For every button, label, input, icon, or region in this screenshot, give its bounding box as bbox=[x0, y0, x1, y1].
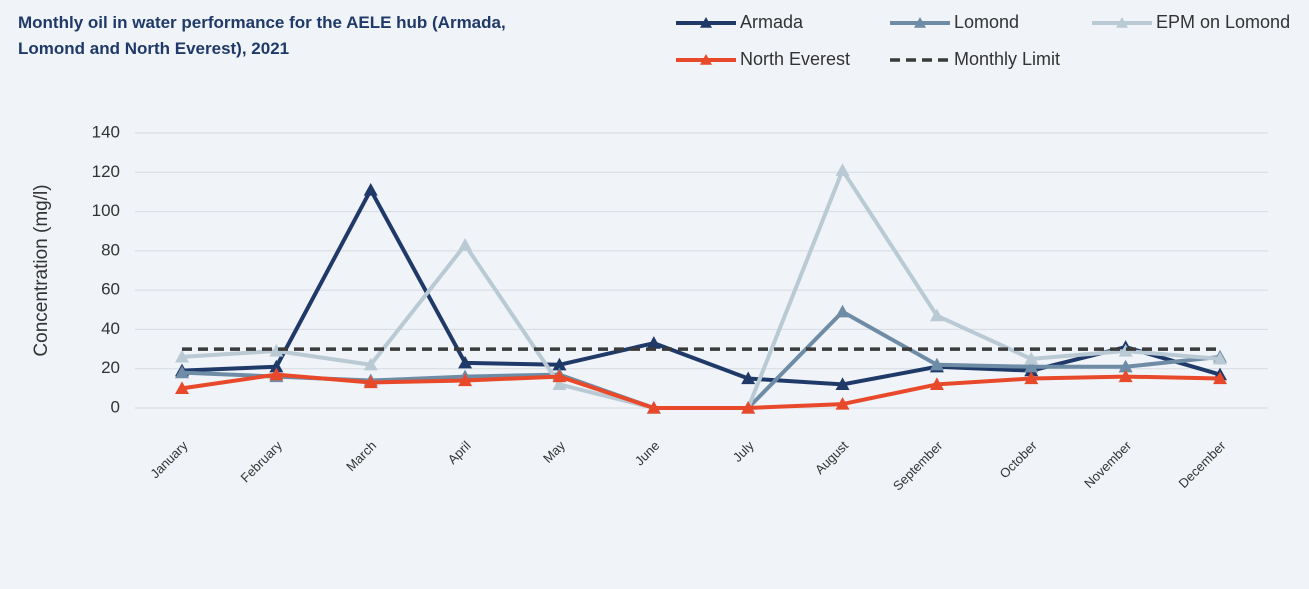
series-marker bbox=[646, 336, 661, 349]
series-marker bbox=[363, 375, 378, 389]
series-marker bbox=[1024, 351, 1039, 365]
y-tick-label: 140 bbox=[92, 122, 120, 141]
series-marker bbox=[175, 349, 189, 363]
y-tick-label: 40 bbox=[101, 319, 120, 338]
series-marker bbox=[1213, 371, 1227, 385]
series-line bbox=[181, 168, 1221, 410]
series-marker bbox=[458, 237, 473, 251]
y-tick-label: 80 bbox=[101, 240, 120, 259]
legend-marker bbox=[700, 54, 712, 65]
y-tick-label: 100 bbox=[92, 201, 120, 220]
series-marker bbox=[552, 369, 567, 383]
series-marker bbox=[458, 355, 473, 369]
series-marker bbox=[1118, 344, 1133, 357]
series-marker bbox=[929, 357, 944, 371]
y-tick-label: 0 bbox=[111, 397, 120, 416]
legend-label: Armada bbox=[740, 12, 804, 32]
series-marker bbox=[363, 357, 378, 371]
x-tick-label: March bbox=[343, 438, 379, 474]
series-marker bbox=[741, 371, 756, 385]
series-marker bbox=[929, 308, 944, 322]
series-marker bbox=[269, 344, 284, 357]
series-marker bbox=[269, 359, 284, 373]
x-tick-label: February bbox=[238, 438, 286, 486]
legend-marker bbox=[914, 17, 926, 28]
x-tick-label: December bbox=[1176, 437, 1229, 490]
y-tick-label: 60 bbox=[101, 280, 120, 299]
series-marker bbox=[835, 377, 850, 391]
legend-marker bbox=[1116, 17, 1128, 28]
series-marker bbox=[458, 373, 473, 387]
series-marker bbox=[741, 401, 756, 414]
series-marker bbox=[646, 401, 661, 414]
legend-label: Lomond bbox=[954, 12, 1019, 32]
legend-label: Monthly Limit bbox=[954, 49, 1060, 69]
x-tick-label: October bbox=[997, 437, 1041, 481]
y-tick-label: 120 bbox=[92, 162, 120, 181]
x-tick-label: July bbox=[730, 438, 757, 465]
legend-label: North Everest bbox=[740, 49, 850, 69]
series-marker bbox=[1118, 369, 1133, 383]
series-marker bbox=[835, 397, 850, 410]
series-marker bbox=[1118, 359, 1133, 373]
x-tick-label: September bbox=[890, 437, 946, 493]
x-tick-label: January bbox=[147, 438, 191, 482]
legend-marker bbox=[700, 17, 712, 28]
series-marker bbox=[269, 367, 284, 381]
series-marker bbox=[175, 365, 189, 379]
y-tick-label: 20 bbox=[101, 358, 120, 377]
x-tick-label: November bbox=[1081, 437, 1134, 490]
series-marker bbox=[363, 182, 378, 196]
series-marker bbox=[835, 304, 850, 318]
x-tick-label: June bbox=[632, 438, 663, 469]
x-tick-label: May bbox=[540, 438, 568, 466]
chart-title: Monthly oil in water performance for the… bbox=[18, 13, 506, 58]
x-tick-label: April bbox=[445, 438, 474, 467]
series-line bbox=[181, 372, 1221, 410]
series-marker bbox=[1024, 359, 1039, 373]
legend-label: EPM on Lomond bbox=[1156, 12, 1290, 32]
series-marker bbox=[552, 357, 567, 371]
series-marker bbox=[835, 163, 850, 176]
series-marker bbox=[929, 377, 944, 391]
series-marker bbox=[1024, 371, 1039, 385]
series-marker bbox=[175, 381, 189, 394]
series-marker bbox=[552, 377, 567, 391]
series-marker bbox=[1213, 351, 1227, 365]
y-axis-label: Concentration (mg/l) bbox=[31, 184, 52, 356]
x-tick-label: August bbox=[812, 438, 851, 477]
